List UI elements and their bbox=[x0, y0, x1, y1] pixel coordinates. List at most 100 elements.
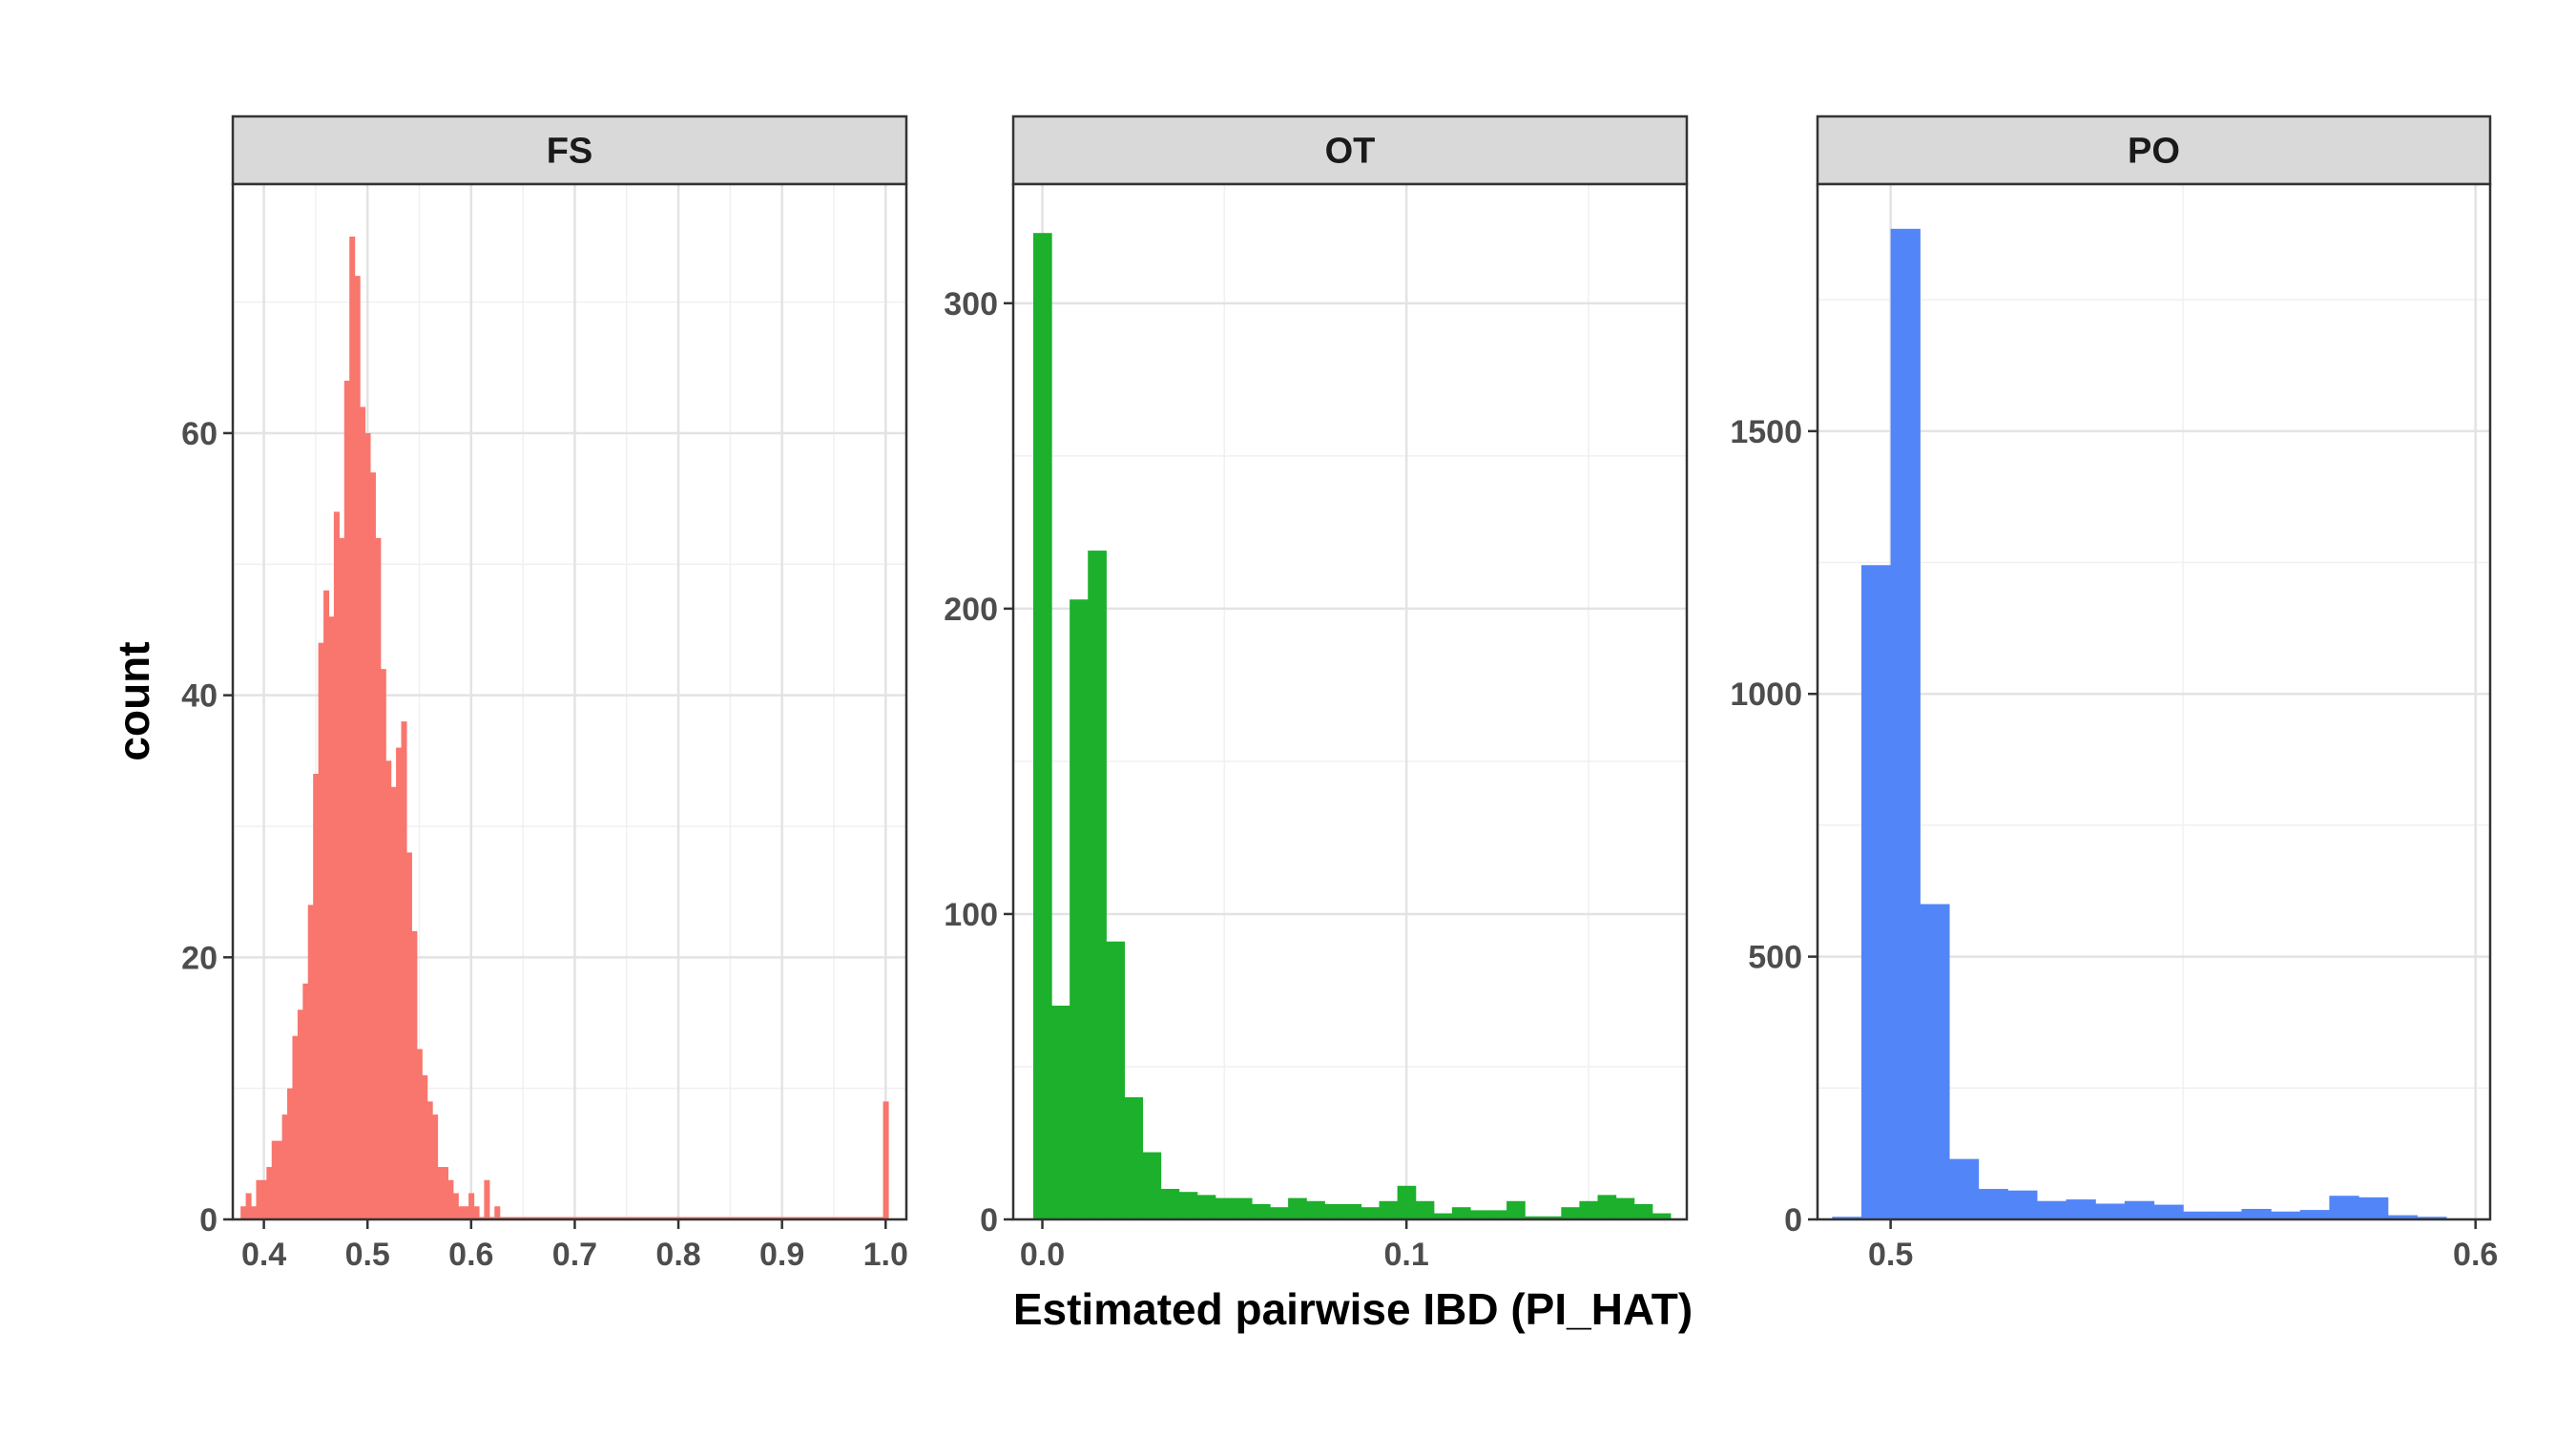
histogram-bar bbox=[2095, 1203, 2126, 1219]
histogram-bar bbox=[2271, 1211, 2301, 1219]
histogram-bar bbox=[260, 1179, 267, 1219]
histogram-bar bbox=[1597, 1195, 1617, 1219]
histogram-bar bbox=[1361, 1207, 1381, 1219]
histogram-bar bbox=[1032, 233, 1052, 1219]
histogram-bar bbox=[292, 1035, 299, 1219]
histogram-bar bbox=[1615, 1197, 1635, 1219]
panel-border bbox=[231, 182, 908, 1221]
histogram-bar bbox=[2007, 1190, 2038, 1219]
histogram-bar bbox=[328, 616, 335, 1219]
histogram-bar bbox=[251, 1206, 258, 1219]
histogram-bar bbox=[2036, 1200, 2067, 1219]
histogram-bar bbox=[1124, 1096, 1144, 1219]
histogram-bar bbox=[1579, 1200, 1599, 1219]
facet-panel-fs: FS 0 20 40 60 0.4 0.5 0.6 0.7 0.8 0.9 1.0 bbox=[181, 114, 908, 1273]
histogram-bar bbox=[277, 1140, 283, 1219]
histogram-bar bbox=[401, 721, 407, 1219]
histogram-bar bbox=[333, 511, 340, 1219]
facet-strip bbox=[1816, 114, 2492, 186]
histogram-bar bbox=[1469, 1210, 1489, 1219]
histogram-bar bbox=[364, 432, 371, 1220]
y-tick-label: 300 bbox=[944, 286, 998, 323]
histogram-bar bbox=[405, 852, 412, 1219]
y-tick-label: 100 bbox=[944, 897, 998, 933]
histogram-bar bbox=[1142, 1152, 1162, 1219]
histogram-bar bbox=[245, 1193, 252, 1219]
x-tick-label: 0.0 bbox=[1020, 1237, 1065, 1273]
x-tick-label: 0.9 bbox=[759, 1237, 804, 1273]
y-tick-label: 40 bbox=[181, 678, 218, 715]
histogram-bar bbox=[375, 537, 382, 1219]
histogram-bar bbox=[343, 381, 350, 1219]
histogram-bar bbox=[1948, 1158, 1980, 1219]
histogram-bar bbox=[1451, 1207, 1471, 1219]
histogram-bar bbox=[458, 1206, 465, 1219]
facet-strip bbox=[231, 114, 908, 186]
histogram-bar bbox=[349, 236, 356, 1219]
x-tick-label: 0.8 bbox=[655, 1237, 700, 1273]
x-tick-label: 1.0 bbox=[863, 1237, 908, 1273]
histogram-bar bbox=[318, 642, 324, 1219]
histogram-bar bbox=[2329, 1196, 2359, 1219]
y-tick-label: 60 bbox=[181, 416, 218, 452]
y-tick-label: 0 bbox=[980, 1202, 998, 1238]
histogram-bar bbox=[271, 1140, 278, 1219]
histogram-bar bbox=[1196, 1195, 1216, 1219]
y-tick-label: 500 bbox=[1748, 940, 1802, 976]
y-tick-label: 0 bbox=[1784, 1202, 1802, 1238]
histogram-bar bbox=[1270, 1207, 1289, 1219]
facet-strip-label: OT bbox=[1325, 132, 1376, 172]
histogram-bar bbox=[1397, 1185, 1417, 1219]
x-tick-label: 0.6 bbox=[448, 1237, 493, 1273]
facet-panel-po: PO 0 500 1000 1500 0.5 0.6 bbox=[1730, 114, 2498, 1273]
histogram-bar bbox=[1525, 1216, 1544, 1219]
histogram-bar bbox=[313, 774, 320, 1219]
histogram-bar bbox=[396, 747, 403, 1219]
plot-background bbox=[1013, 184, 1687, 1219]
panel-border bbox=[1011, 182, 1689, 1221]
histogram-bar bbox=[2417, 1217, 2447, 1219]
histogram-bar bbox=[2183, 1211, 2213, 1219]
histogram-bar bbox=[1488, 1210, 1507, 1219]
histogram-bar bbox=[240, 1206, 247, 1219]
histogram-bar bbox=[339, 537, 345, 1219]
panel-border bbox=[1816, 182, 2492, 1221]
histogram-bar bbox=[1070, 599, 1089, 1219]
histogram-bar bbox=[2212, 1211, 2243, 1219]
histogram-bar bbox=[447, 1179, 454, 1219]
histogram-bar bbox=[1160, 1188, 1180, 1219]
histogram-bar bbox=[1860, 565, 1892, 1219]
histogram-bar bbox=[1561, 1207, 1581, 1219]
histogram-bar bbox=[297, 1009, 303, 1219]
histogram-bar bbox=[1215, 1197, 1235, 1219]
histogram-bar bbox=[2153, 1204, 2184, 1219]
facet-panels: FS 0 20 40 60 0.4 0.5 0.6 0.7 0.8 0.9 1.0 OT 0 100 200 3… bbox=[181, 114, 2498, 1273]
histogram-bar bbox=[1978, 1189, 2008, 1219]
y-tick-label: 200 bbox=[944, 592, 998, 628]
histogram-bar bbox=[1543, 1216, 1562, 1219]
histogram-bar bbox=[411, 930, 418, 1219]
histogram-bar bbox=[426, 1101, 433, 1219]
histogram-bar bbox=[2358, 1197, 2389, 1219]
histogram-bar bbox=[380, 669, 386, 1219]
histogram-bar bbox=[360, 406, 366, 1219]
histogram-bar bbox=[2299, 1210, 2331, 1219]
histogram-bar bbox=[2124, 1200, 2155, 1219]
histogram-bar bbox=[256, 1179, 262, 1219]
histogram-bar bbox=[2241, 1208, 2272, 1219]
histogram-bar bbox=[369, 472, 376, 1220]
x-tick-label: 0.5 bbox=[1868, 1237, 1913, 1273]
histogram-bar bbox=[1506, 1200, 1526, 1219]
facet-strip-label: PO bbox=[2128, 132, 2180, 172]
x-tick-label: 0.5 bbox=[345, 1237, 390, 1273]
histogram-bar bbox=[307, 905, 314, 1219]
x-tick-label: 0.7 bbox=[552, 1237, 597, 1273]
histogram-bar bbox=[494, 1206, 501, 1219]
histogram-bar bbox=[1433, 1213, 1453, 1219]
y-tick-label: 1500 bbox=[1730, 414, 1802, 450]
x-axis-title: Estimated pairwise IBD (PI_HAT) bbox=[1013, 1284, 1693, 1334]
histogram-bar bbox=[390, 786, 397, 1219]
histogram-bar bbox=[1379, 1200, 1399, 1219]
histogram-bar bbox=[1106, 941, 1125, 1219]
